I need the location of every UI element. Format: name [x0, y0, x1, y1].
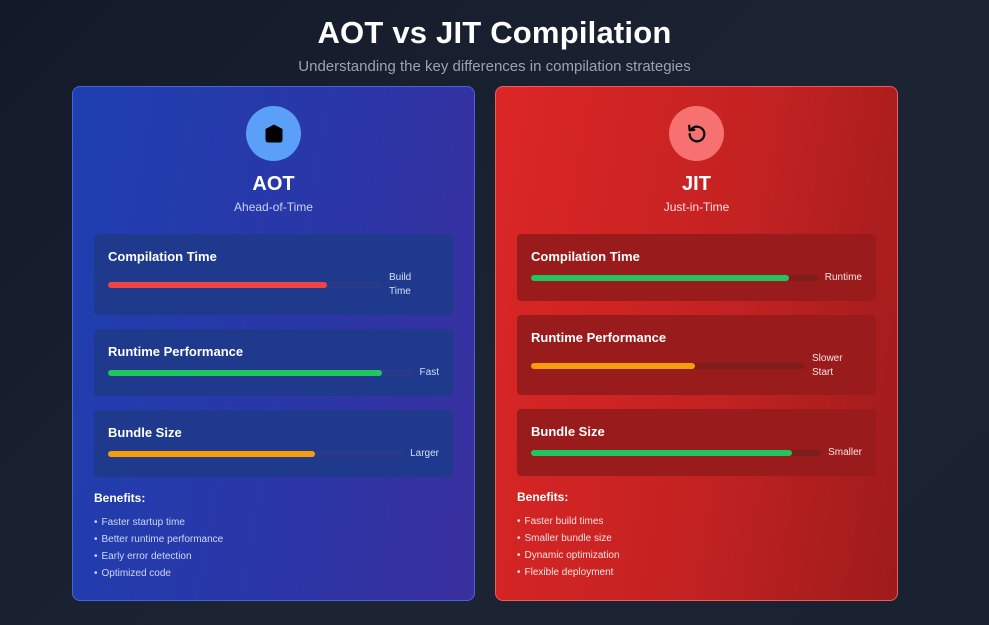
list-item: • Better runtime performance: [94, 534, 224, 545]
metric-value-label: Runtime: [824, 272, 862, 283]
header: AOT vs JIT Compilation Understanding the…: [0, 14, 989, 76]
metric-bar: [531, 363, 805, 369]
metric-bundle-size: Bundle Size Larger: [94, 410, 453, 477]
metric-runtime-performance: Runtime Performance Slower Start: [517, 315, 876, 395]
metric-bar: [108, 451, 404, 457]
metric-value-label: Build Time: [389, 272, 412, 297]
metric-name: Compilation Time: [531, 249, 640, 264]
list-item: • Faster build times: [517, 516, 604, 527]
metric-bar: [108, 370, 413, 376]
list-item: • Early error detection: [94, 551, 192, 562]
metric-name: Runtime Performance: [531, 330, 667, 345]
aot-metrics: Compilation Time Build Time Runtime Perf…: [94, 234, 453, 477]
metric-name: Compilation Time: [108, 249, 217, 264]
metric-name: Bundle Size: [108, 425, 182, 440]
metric-value-label: Fast: [419, 367, 439, 378]
jit-card: JIT Just-in-Time Compilation Time Runtim…: [495, 86, 898, 601]
list-item: • Optimized code: [94, 568, 171, 579]
metric-name: Bundle Size: [531, 424, 605, 439]
jit-title: JIT: [682, 173, 711, 195]
metric-compilation-time: Compilation Time Build Time: [94, 234, 453, 315]
metric-bar-fill: [531, 450, 793, 456]
metric-compilation-time: Compilation Time Runtime: [517, 234, 876, 301]
aot-title: AOT: [252, 173, 295, 195]
metric-name: Runtime Performance: [108, 344, 244, 359]
list-item: • Flexible deployment: [517, 567, 614, 578]
metric-bar-fill: [108, 282, 328, 288]
metric-bar: [108, 282, 382, 288]
list-item: • Smaller bundle size: [517, 533, 612, 544]
benefits-list: • Faster build times • Smaller bundle size…: [517, 513, 876, 581]
benefits-title: Benefits:: [94, 491, 146, 505]
metric-bar-fill: [531, 275, 790, 281]
jit-metrics: Compilation Time Runtime Runtime Perform…: [517, 234, 876, 476]
page-title: AOT vs JIT Compilation: [317, 15, 672, 50]
aot-card: AOT Ahead-of-Time Compilation Time Build…: [72, 86, 475, 601]
benefits-title: Benefits:: [517, 490, 569, 504]
shield-icon: [246, 106, 301, 161]
metric-bar-fill: [531, 363, 696, 369]
metric-bar: [531, 275, 818, 281]
aot-subtitle: Ahead-of-Time: [234, 200, 313, 214]
metric-bar-fill: [108, 370, 383, 376]
benefits-list: • Faster startup time • Better runtime per…: [94, 514, 453, 582]
list-item: • Dynamic optimization: [517, 550, 620, 561]
metric-runtime-performance: Runtime Performance Fast: [94, 329, 453, 396]
jit-subtitle: Just-in-Time: [663, 200, 730, 214]
refresh-icon: [669, 106, 724, 161]
metric-value-label: Larger: [410, 448, 439, 459]
list-item: • Faster startup time: [94, 517, 185, 528]
metric-bar-fill: [108, 451, 315, 457]
page-subtitle: Understanding the key differences in com…: [298, 58, 691, 75]
metric-value-label: Smaller: [828, 447, 862, 458]
metric-value-label: Slower Start: [812, 353, 843, 378]
metric-bundle-size: Bundle Size Smaller: [517, 409, 876, 476]
metric-bar: [531, 450, 822, 456]
